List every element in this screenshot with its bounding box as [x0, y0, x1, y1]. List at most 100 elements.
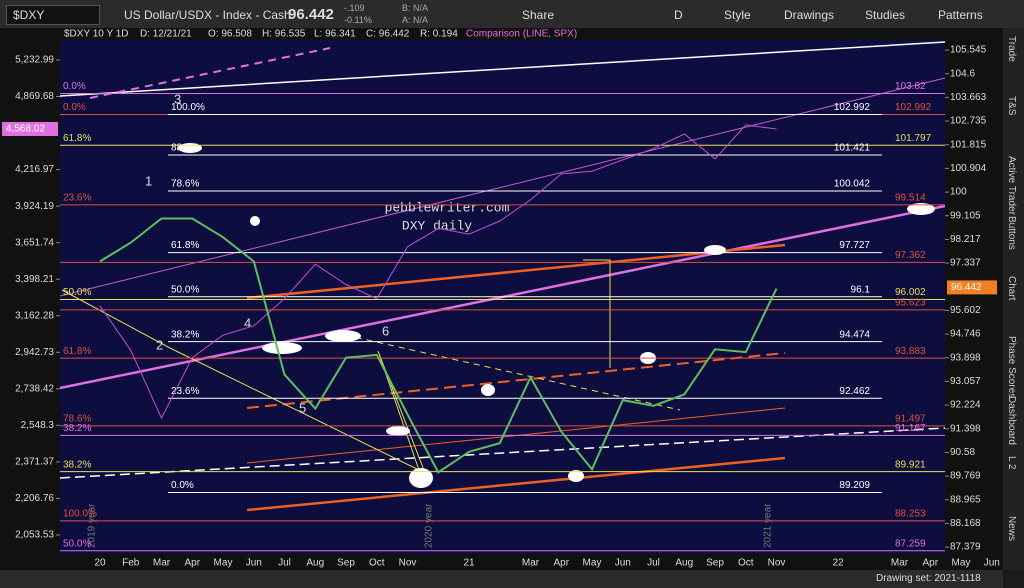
fib-pct-label: 100.0% — [63, 509, 97, 520]
drawings-button[interactable]: Drawings — [784, 8, 835, 22]
fib-value-label: 94.474 — [839, 329, 870, 340]
side-tab[interactable]: Chart — [1006, 276, 1017, 301]
x-tick-label: Sep — [337, 558, 355, 569]
trendline — [246, 243, 786, 300]
x-tick-label: Sep — [706, 558, 724, 569]
trendline — [59, 41, 946, 97]
side-tab[interactable]: Buttons — [1006, 216, 1017, 250]
y-tick-label: 101.815 — [950, 139, 987, 150]
side-tab[interactable]: Phase Scores — [1006, 336, 1017, 399]
annotations: 1 2 3 4 5 6 pebblewriter.com DXY daily 2… — [87, 91, 774, 548]
fib-pct-label: 50.0% — [171, 284, 199, 295]
side-tab[interactable]: Active Trader — [1006, 156, 1017, 215]
marker — [907, 203, 935, 215]
fib-value-label: 89.209 — [839, 480, 870, 491]
fib-value-label: 91.167 — [895, 423, 926, 434]
fib-value-label: 99.514 — [895, 193, 926, 204]
period-button[interactable]: D — [674, 8, 683, 22]
fib-pct-label: 23.6% — [63, 193, 91, 204]
side-tab[interactable]: News — [1006, 516, 1017, 542]
fib-pct-label: 38.2% — [63, 423, 91, 434]
x-tick-label: Apr — [922, 558, 938, 569]
x-tick-label: Aug — [306, 558, 324, 569]
fib-pct-label: 38.2% — [63, 459, 91, 470]
y2-tick-label: 2,942.73 — [15, 347, 54, 358]
fib-pct-label: 61.8% — [171, 240, 199, 251]
y2-tick-label: 3,651.74 — [15, 237, 54, 248]
ask: A: N/A — [402, 15, 429, 25]
x-tick-label: Jun — [246, 558, 262, 569]
fib-pct-label: 0.0% — [171, 480, 194, 491]
x-tick-label: May — [952, 558, 971, 569]
chart: $DXY 10 Y 1D D: 12/21/21 O: 96.508 H: 96… — [0, 28, 1003, 570]
y2-tick-label: 3,398.21 — [15, 274, 54, 285]
y-tick-label: 92.224 — [950, 400, 981, 411]
x-tick-label: 21 — [463, 558, 475, 569]
y-tick-label: 99.105 — [950, 210, 981, 221]
x-tick-label: Aug — [675, 558, 693, 569]
wave-label: 4 — [244, 315, 251, 330]
header-close: C: 96.442 — [366, 29, 410, 40]
fib-pct-label: 78.6% — [171, 179, 199, 190]
fib-value-label: 95.623 — [895, 297, 926, 308]
y-tick-label: 95.602 — [950, 305, 981, 316]
fib-value-label: 102.992 — [895, 102, 932, 113]
fib-value-label: 96.002 — [895, 287, 926, 298]
y2-tick-label: 4,216.97 — [15, 164, 54, 175]
x-tick-label: Apr — [553, 558, 569, 569]
share-button[interactable]: Share — [522, 8, 555, 22]
y-tick-label: 97.337 — [950, 258, 981, 269]
description: US Dollar/USDX - Index - Cash — [124, 8, 291, 22]
trendline — [59, 427, 946, 479]
header-symbol: $DXY 10 Y 1D — [64, 29, 129, 40]
fib-pct-label: 0.0% — [63, 81, 86, 92]
series-line — [99, 217, 778, 474]
header-low: L: 96.341 — [314, 29, 356, 40]
fib-value-label: 97.727 — [839, 240, 870, 251]
y2-tick-label: 3,162.28 — [15, 310, 54, 321]
trendline — [246, 456, 786, 512]
style-button[interactable]: Style — [724, 8, 751, 22]
fib-pct-label: 61.8% — [63, 133, 91, 144]
y-tick-label: 91.398 — [950, 423, 981, 434]
change-pct: -0.11% — [344, 15, 372, 25]
studies-button[interactable]: Studies — [865, 8, 906, 22]
patterns-button[interactable]: Patterns — [938, 8, 983, 22]
y-tick-label: 94.746 — [950, 329, 981, 340]
fib-value-label: 103.82 — [895, 81, 926, 92]
marker — [704, 245, 726, 255]
x-tick-label: Mar — [522, 558, 540, 569]
header-open: O: 96.508 — [208, 29, 252, 40]
fib-value-label: 87.259 — [895, 538, 926, 549]
fib-value-label: 89.921 — [895, 459, 926, 470]
side-tab[interactable]: L 2 — [1006, 456, 1017, 470]
last-price-label: 96.442 — [951, 282, 982, 293]
side-tab[interactable]: T&S — [1006, 96, 1017, 116]
y2-tick-label: 4,869.68 — [15, 91, 54, 102]
x-tick-label: Jun — [984, 558, 1000, 569]
y-tick-label: 102.735 — [950, 116, 987, 127]
year-label: 2020 year — [424, 503, 435, 548]
side-tabs: Trade T&S Active Trader Buttons Chart Phase S… — [1003, 28, 1024, 570]
y-tick-label: 89.769 — [950, 471, 981, 482]
fib-value-label: 92.462 — [839, 386, 870, 397]
y2-tick-label: 5,232.99 — [15, 55, 54, 66]
y-tick-label: 88.965 — [950, 494, 981, 505]
header-date: D: 12/21/21 — [140, 29, 192, 40]
fib-value-label: 102.992 — [834, 102, 871, 113]
fib-pct-label: 78.6% — [63, 414, 91, 425]
fib-pct-label: 23.6% — [171, 386, 199, 397]
fib-value-label: 101.421 — [834, 143, 871, 154]
fib-value-label: 97.362 — [895, 250, 926, 261]
x-tick-label: May — [214, 558, 233, 569]
wave-label: 2 — [156, 337, 163, 352]
last-price: 96.442 — [288, 6, 334, 23]
y2-tick-label: 3,924.19 — [15, 201, 54, 212]
side-tab[interactable]: Dashboard — [1006, 396, 1017, 445]
fib-value-label: 100.042 — [834, 179, 871, 190]
symbol-input[interactable]: $DXY — [6, 5, 100, 25]
last-price-tag — [947, 280, 997, 295]
x-tick-label: Feb — [122, 558, 140, 569]
side-tab[interactable]: Trade — [1006, 36, 1017, 62]
